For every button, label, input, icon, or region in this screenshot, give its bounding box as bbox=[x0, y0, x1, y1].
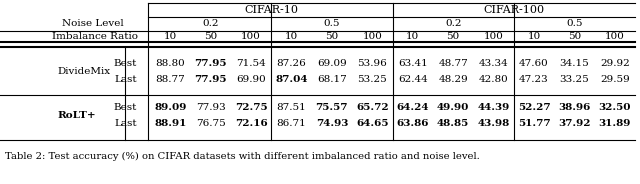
Text: 76.75: 76.75 bbox=[196, 119, 225, 128]
Text: 50: 50 bbox=[204, 32, 217, 41]
Text: 43.34: 43.34 bbox=[479, 59, 508, 68]
Text: 47.60: 47.60 bbox=[519, 59, 549, 68]
Text: 0.2: 0.2 bbox=[202, 20, 219, 29]
Text: 64.65: 64.65 bbox=[356, 119, 388, 128]
Text: 71.54: 71.54 bbox=[236, 59, 266, 68]
Text: Last: Last bbox=[115, 75, 137, 84]
Text: 75.57: 75.57 bbox=[316, 103, 348, 112]
Text: 65.72: 65.72 bbox=[356, 103, 388, 112]
Text: Imbalance Ratio: Imbalance Ratio bbox=[52, 32, 138, 41]
Text: CIFAR-100: CIFAR-100 bbox=[483, 5, 544, 15]
Text: 49.90: 49.90 bbox=[437, 103, 469, 112]
Text: 52.27: 52.27 bbox=[518, 103, 550, 112]
Text: 86.71: 86.71 bbox=[276, 119, 307, 128]
Text: 100: 100 bbox=[241, 32, 261, 41]
Text: Best: Best bbox=[114, 59, 137, 68]
Text: 64.24: 64.24 bbox=[396, 103, 429, 112]
Text: 44.39: 44.39 bbox=[477, 103, 509, 112]
Text: 63.41: 63.41 bbox=[398, 59, 428, 68]
Text: 88.77: 88.77 bbox=[156, 75, 185, 84]
Text: 10: 10 bbox=[527, 32, 541, 41]
Text: Table 2: Test accuracy (%) on CIFAR datasets with different imbalanced ratio and: Table 2: Test accuracy (%) on CIFAR data… bbox=[5, 152, 480, 161]
Text: 37.92: 37.92 bbox=[558, 119, 591, 128]
Text: 51.77: 51.77 bbox=[518, 119, 550, 128]
Text: 33.25: 33.25 bbox=[559, 75, 589, 84]
Text: 34.15: 34.15 bbox=[559, 59, 589, 68]
Text: 72.75: 72.75 bbox=[235, 103, 268, 112]
Text: 100: 100 bbox=[362, 32, 382, 41]
Text: 87.51: 87.51 bbox=[276, 103, 307, 112]
Text: 0.5: 0.5 bbox=[324, 20, 340, 29]
Text: Best: Best bbox=[114, 103, 137, 112]
Text: 77.95: 77.95 bbox=[195, 59, 227, 68]
Text: 48.29: 48.29 bbox=[438, 75, 468, 84]
Text: 48.77: 48.77 bbox=[438, 59, 468, 68]
Text: 38.96: 38.96 bbox=[558, 103, 591, 112]
Text: 87.04: 87.04 bbox=[275, 75, 308, 84]
Text: 62.44: 62.44 bbox=[398, 75, 428, 84]
Text: 53.25: 53.25 bbox=[357, 75, 387, 84]
Text: 74.93: 74.93 bbox=[316, 119, 348, 128]
Text: 72.16: 72.16 bbox=[235, 119, 268, 128]
Text: 42.80: 42.80 bbox=[479, 75, 508, 84]
Text: 0.2: 0.2 bbox=[445, 20, 461, 29]
Text: Noise Level: Noise Level bbox=[62, 20, 124, 29]
Text: 10: 10 bbox=[285, 32, 298, 41]
Text: DivideMix: DivideMix bbox=[57, 66, 110, 75]
Text: 10: 10 bbox=[164, 32, 177, 41]
Text: 89.09: 89.09 bbox=[154, 103, 186, 112]
Text: 47.23: 47.23 bbox=[519, 75, 549, 84]
Text: 53.96: 53.96 bbox=[357, 59, 387, 68]
Text: 29.59: 29.59 bbox=[600, 75, 630, 84]
Text: 69.90: 69.90 bbox=[236, 75, 266, 84]
Text: 69.09: 69.09 bbox=[317, 59, 347, 68]
Text: 48.85: 48.85 bbox=[437, 119, 469, 128]
Text: 68.17: 68.17 bbox=[317, 75, 347, 84]
Text: 100: 100 bbox=[605, 32, 625, 41]
Text: 50: 50 bbox=[568, 32, 581, 41]
Text: 0.5: 0.5 bbox=[566, 20, 582, 29]
Text: 43.98: 43.98 bbox=[477, 119, 509, 128]
Text: 50: 50 bbox=[447, 32, 460, 41]
Text: CIFAR-10: CIFAR-10 bbox=[244, 5, 298, 15]
Text: 29.92: 29.92 bbox=[600, 59, 630, 68]
Text: 32.50: 32.50 bbox=[598, 103, 631, 112]
Text: 87.26: 87.26 bbox=[276, 59, 307, 68]
Text: 10: 10 bbox=[406, 32, 419, 41]
Text: 31.89: 31.89 bbox=[598, 119, 631, 128]
Text: 88.91: 88.91 bbox=[154, 119, 186, 128]
Text: 100: 100 bbox=[484, 32, 504, 41]
Text: 63.86: 63.86 bbox=[396, 119, 429, 128]
Text: RoLT+: RoLT+ bbox=[57, 112, 95, 121]
Text: 50: 50 bbox=[325, 32, 339, 41]
Text: 77.95: 77.95 bbox=[195, 75, 227, 84]
Text: Last: Last bbox=[115, 119, 137, 128]
Text: 77.93: 77.93 bbox=[196, 103, 225, 112]
Text: 88.80: 88.80 bbox=[156, 59, 185, 68]
